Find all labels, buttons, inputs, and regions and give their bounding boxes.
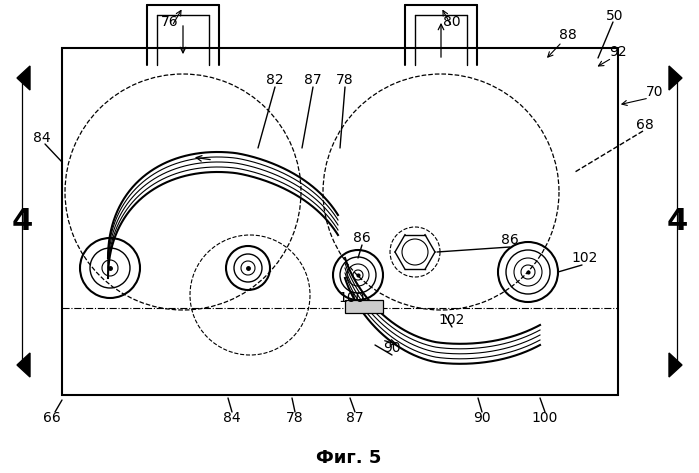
Text: 92: 92	[610, 45, 627, 59]
Text: 50: 50	[606, 9, 624, 23]
Text: 4: 4	[666, 207, 688, 236]
Text: 80: 80	[443, 15, 461, 29]
Polygon shape	[17, 353, 30, 377]
Text: 87: 87	[304, 73, 322, 87]
Text: 78: 78	[336, 73, 354, 87]
Text: Фиг. 5: Фиг. 5	[317, 449, 382, 467]
Text: 76: 76	[161, 15, 179, 29]
Text: 100: 100	[532, 411, 559, 425]
Text: 84: 84	[33, 131, 51, 145]
Text: 4: 4	[11, 207, 33, 236]
Text: 102: 102	[439, 313, 466, 327]
Text: 90: 90	[473, 411, 491, 425]
Bar	[345, 300, 383, 313]
Polygon shape	[669, 353, 682, 377]
Polygon shape	[17, 66, 30, 90]
Text: 82: 82	[266, 73, 284, 87]
Text: 70: 70	[647, 85, 664, 99]
Text: 86: 86	[353, 231, 371, 245]
Text: 90: 90	[383, 341, 401, 355]
Bar	[62, 48, 618, 395]
Text: 66: 66	[43, 411, 61, 425]
Text: 84: 84	[223, 411, 241, 425]
Text: 78: 78	[286, 411, 304, 425]
Text: 87: 87	[346, 411, 363, 425]
Text: 88: 88	[559, 28, 577, 42]
Text: 86: 86	[501, 233, 519, 247]
Text: 100: 100	[339, 291, 365, 305]
Text: 102: 102	[572, 251, 598, 265]
Text: 68: 68	[636, 118, 654, 132]
Polygon shape	[669, 66, 682, 90]
